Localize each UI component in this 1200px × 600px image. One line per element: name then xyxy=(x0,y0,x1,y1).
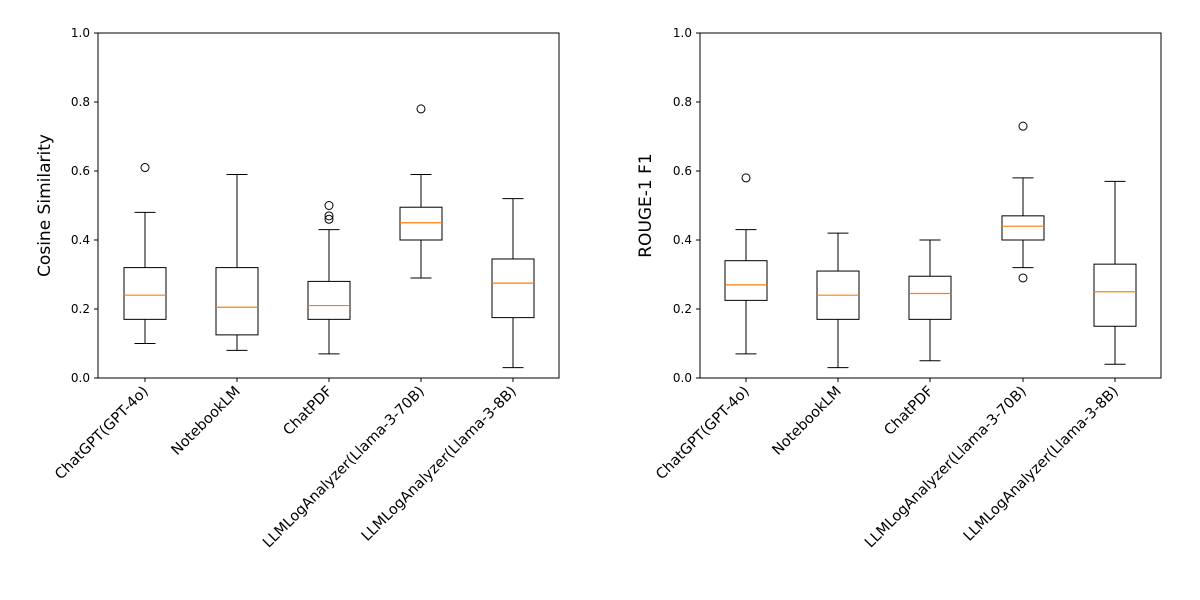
box-5 xyxy=(1093,180,1137,365)
box-iqr xyxy=(491,258,535,319)
axes-frame xyxy=(699,32,1162,379)
x-tick-label: ChatPDF xyxy=(882,384,937,439)
outlier-point xyxy=(741,173,751,183)
outlier-point xyxy=(416,104,426,114)
x-tick-label: LLMLogAnalyzer(Llama-3-8B) xyxy=(359,384,520,545)
box-iqr xyxy=(1093,263,1137,327)
box-1 xyxy=(724,173,768,355)
x-tick-label: LLMLogAnalyzer(Llama-3-70B) xyxy=(862,384,1030,552)
box-iqr xyxy=(123,267,167,320)
y-tick-label: 0.4 xyxy=(71,233,90,247)
y-tick-label: 0.8 xyxy=(673,95,692,109)
outlier-point xyxy=(324,214,334,224)
y-tick-label: 0.0 xyxy=(673,371,692,385)
box-iqr xyxy=(399,206,443,241)
x-tick-label: ChatGPT(GPT-4o) xyxy=(653,384,753,484)
y-tick-label: 0.2 xyxy=(673,302,692,316)
box-3 xyxy=(908,239,952,362)
outlier-point xyxy=(324,201,334,210)
x-tick-label: LLMLogAnalyzer(Llama-3-70B) xyxy=(260,384,428,552)
y-tick-label: 0.2 xyxy=(71,302,90,316)
outlier-point xyxy=(140,163,150,173)
box-4 xyxy=(399,104,443,279)
x-tick-label: LLMLogAnalyzer(Llama-3-8B) xyxy=(961,384,1122,545)
x-tick-label: NotebookLM xyxy=(169,384,244,459)
y-tick-label: 0.8 xyxy=(71,95,90,109)
chart-panel-1: 0.0 0.2 0.4 0.6 0.8 1.0 Cosine Similarity ChatG… xyxy=(35,26,560,552)
y-axis-label: Cosine Similarity xyxy=(35,134,55,277)
axes-frame xyxy=(97,32,560,379)
box-5 xyxy=(491,198,535,369)
y-axis-label: ROUGE-1 F1 xyxy=(636,153,656,258)
box-2 xyxy=(816,232,860,369)
box-4 xyxy=(1001,121,1045,283)
x-tick-label: ChatGPT(GPT-4o) xyxy=(52,384,152,484)
y-tick-label: 1.0 xyxy=(71,26,90,40)
outlier-point xyxy=(1018,273,1028,283)
outlier-point xyxy=(1018,121,1028,131)
x-tick-label: NotebookLM xyxy=(770,384,845,459)
chart-panel-2: 0.0 0.2 0.4 0.6 0.8 1.0 ROUGE-1 F1 ChatGPT(GPT-… xyxy=(636,26,1162,552)
box-iqr xyxy=(1001,215,1045,241)
y-tick-label: 0.0 xyxy=(71,371,90,385)
y-tick-label: 1.0 xyxy=(673,26,692,40)
outlier-point xyxy=(324,211,334,221)
box-iqr xyxy=(215,267,259,336)
box-1 xyxy=(123,163,167,344)
y-tick-label: 0.6 xyxy=(71,164,90,178)
box-iqr xyxy=(307,280,351,320)
box-iqr xyxy=(908,275,952,320)
x-tick-label: ChatPDF xyxy=(281,384,336,439)
box-2 xyxy=(215,173,259,351)
y-tick-label: 0.4 xyxy=(673,233,692,247)
y-tick-label: 0.6 xyxy=(673,164,692,178)
box-iqr xyxy=(724,260,768,301)
box-3 xyxy=(307,201,351,355)
